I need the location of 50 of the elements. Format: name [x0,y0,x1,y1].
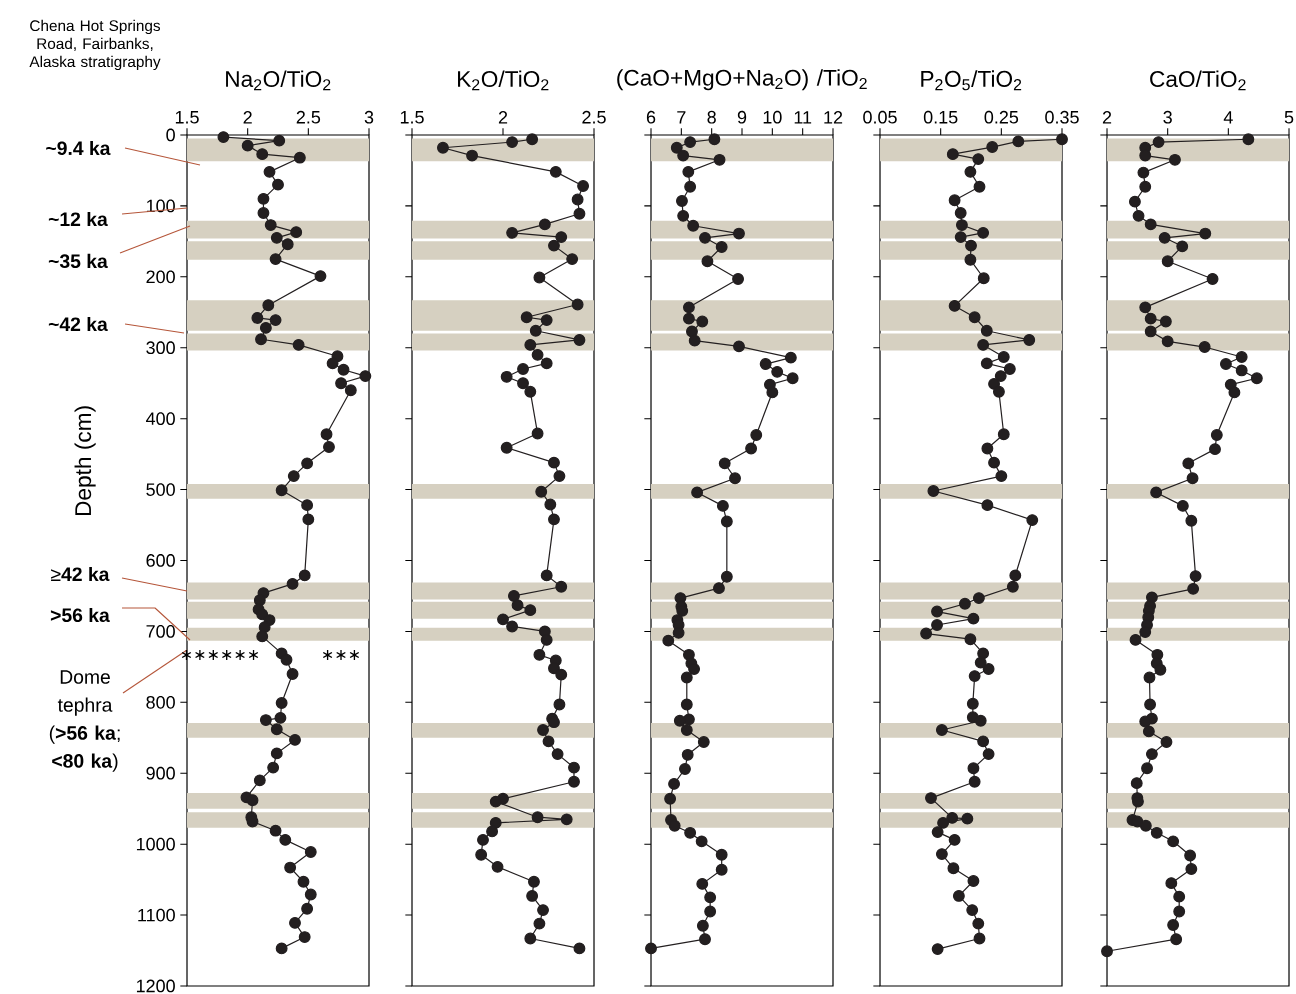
text: ~42 ka [48,316,108,332]
chart-title: (CaO+MgO+Na$_{2}$O) /TiO$_{2}$ [617,69,867,91]
x-tick-label: 7 [677,111,686,124]
chart-title: K$_{2}$O/TiO$_{2}$ [458,70,549,91]
y-tick-label: 400 [146,412,175,426]
x-tick-label: 8 [707,110,716,124]
x-tick-label: 0.35 [1045,110,1079,124]
x-tick-label: 0.25 [984,110,1019,124]
x-tick-label: 2 [243,111,252,124]
chart-title: P$_{2}$O$_{5}$/TiO$_{2}$ [921,70,1022,91]
x-tick-label: 3 [364,110,374,124]
x-tick-label: 1.5 [175,111,199,124]
y-tick-label: 1000 [136,837,175,851]
text: Dome tephra (>56 ka; <80 ka) [49,670,120,772]
y-tick-label: 200 [146,270,175,284]
text: ~35 ka [48,253,108,269]
x-tick-label: 5 [1284,111,1294,124]
annotation: ∗∗∗ [322,649,360,660]
text: ~9.4 ka [46,140,111,156]
y-tick-label: 500 [146,483,175,496]
x-tick-label: 2.5 [582,110,606,124]
y-tick-label: 900 [146,766,175,780]
x-tick-label: 0.15 [923,110,958,124]
y-tick-label: 1200 [136,979,175,993]
y-tick-label: 1100 [138,908,175,922]
y-tick-label: 800 [146,695,175,709]
x-tick-label: 2 [498,111,508,124]
x-tick-label: 4 [1223,111,1233,124]
y-axis-title: Depth (cm) [74,406,96,516]
chart-title: CaO/TiO$_{2}$ [1150,70,1246,91]
x-tick-label: 11 [794,111,812,124]
x-tick-label: 12 [824,111,843,124]
x-tick-label: 1.5 [400,111,424,124]
x-tick-label: 0.05 [863,110,897,124]
y-tick-label: 600 [146,554,175,567]
text: >56 ka [50,607,110,623]
text: Chena Hot Springs Road, Fairbanks, Alaska stratigraphy [29,19,161,71]
x-tick-label: 2 [1102,111,1112,124]
text: ~12 ka [48,211,108,227]
x-tick-label: 6 [646,110,656,124]
y-tick-label: 700 [146,625,175,638]
chart-title: Na$_{2}$O/TiO$_{2}$ [226,70,331,91]
y-tick-label: 100 [146,199,175,213]
annotation: ≥42 ka [51,566,110,582]
x-tick-label: 3 [1163,110,1172,124]
x-tick-label: 9 [737,110,747,124]
y-tick-label: 0 [166,128,175,142]
x-tick-label: 10 [763,110,782,124]
y-tick-label: 300 [146,341,175,355]
x-tick-label: 2.5 [296,110,321,124]
